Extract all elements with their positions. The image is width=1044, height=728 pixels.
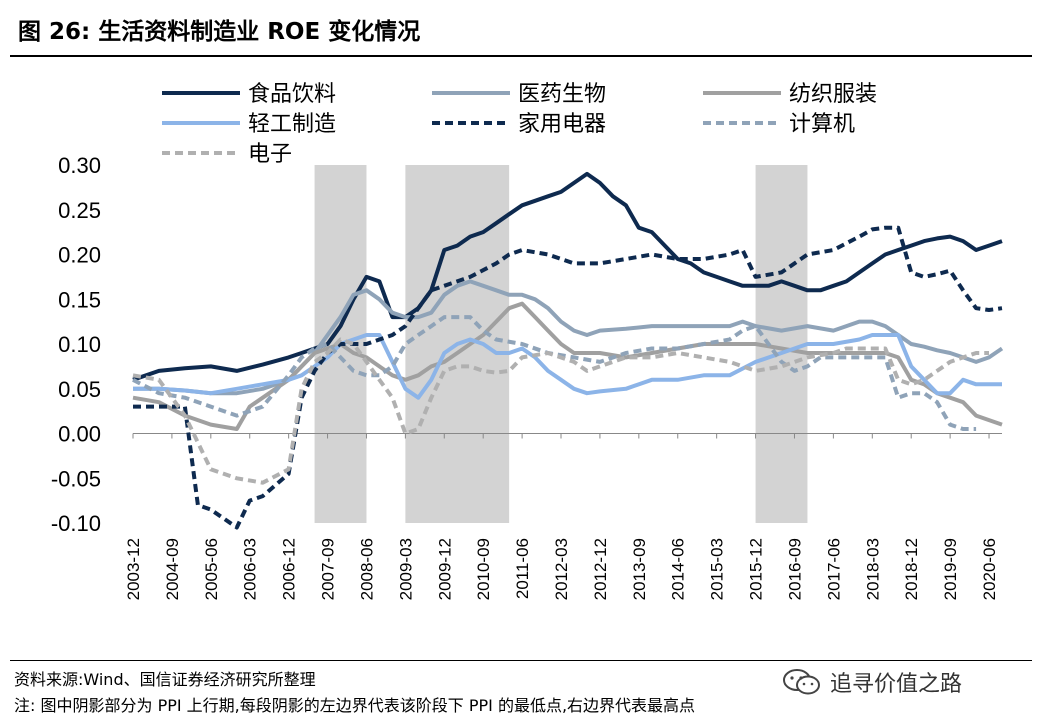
- x-tick-label: 2018-12: [902, 538, 921, 600]
- page-title: 图 26: 生活资料制造业 ROE 变化情况: [18, 19, 421, 45]
- footnote: 注: 图中阴影部分为 PPI 上行期,每段阴影的左边界代表该阶段下 PPI 的最…: [14, 696, 696, 715]
- x-tick-label: 2018-03: [863, 538, 882, 600]
- series-line-3: [132, 301, 1003, 431]
- x-tick-label: 2011-06: [513, 538, 532, 599]
- x-tick-label: 2008-06: [357, 538, 376, 600]
- x-tick-label: 2013-09: [630, 538, 649, 600]
- y-tick-label: 0.00: [58, 422, 101, 447]
- y-tick-label: 0.30: [58, 153, 101, 178]
- x-tick-label: 2006-12: [280, 538, 299, 600]
- title-divider: [10, 55, 1032, 57]
- x-tick-label: 2009-03: [396, 538, 415, 600]
- series-line-6: [132, 315, 977, 431]
- legend-label-7: 电子: [248, 142, 292, 167]
- wechat-icon: [783, 669, 820, 695]
- footer-divider: [10, 660, 1032, 661]
- x-tick-label: 2003-12: [124, 538, 143, 600]
- y-tick-label: 0.10: [58, 332, 101, 357]
- series-line-1: [132, 171, 1003, 382]
- y-tick-label: -0.05: [51, 466, 101, 491]
- series-line-7: [132, 337, 989, 485]
- x-tick-label: 2009-12: [435, 538, 454, 600]
- x-tick-label: 2006-03: [241, 538, 260, 600]
- x-tick-label: 2004-09: [163, 538, 182, 600]
- x-axis: 2003-12 2004-09 2005-06 2006-03 2006-12 2007-…: [124, 433, 1002, 600]
- series-line-2: [133, 279, 1004, 396]
- x-tick-label: 2012-03: [552, 538, 571, 600]
- x-tick-label: 2005-06: [202, 538, 221, 600]
- watermark: 追寻价值之路: [780, 666, 962, 698]
- legend-label-1: 食品饮料: [248, 82, 336, 107]
- legend-label-5: 家用电器: [518, 112, 606, 137]
- x-tick-label: 2017-06: [824, 538, 843, 600]
- y-tick-label: -0.10: [51, 511, 101, 536]
- roe-line-chart: 0.30 0.25 0.20 0.15 0.10 0.05 0.00 -0.05 -0.10 2…: [51, 82, 1004, 600]
- x-tick-label: 2019-09: [941, 538, 960, 600]
- y-tick-label: 0.25: [58, 198, 101, 223]
- y-axis: 0.30 0.25 0.20 0.15 0.10 0.05 0.00 -0.05 -0.10: [51, 153, 101, 536]
- y-tick-label: 0.05: [58, 377, 101, 402]
- x-tick-label: 2014-06: [669, 538, 688, 600]
- x-tick-label: 2010-09: [474, 538, 493, 600]
- y-tick-label: 0.20: [58, 243, 101, 268]
- legend-label-6: 计算机: [789, 112, 855, 137]
- x-tick-label: 2015-03: [708, 538, 727, 600]
- source-note: 资料来源:Wind、国信证券经济研究所整理: [14, 670, 316, 689]
- watermark-text: 追寻价值之路: [830, 672, 963, 697]
- x-tick-label: 2007-09: [319, 538, 338, 600]
- x-tick-label: 2020-06: [980, 538, 999, 600]
- series-lines: [132, 171, 1004, 530]
- x-tick-label: 2012-12: [591, 538, 610, 600]
- y-tick-label: 0.15: [58, 287, 101, 312]
- x-tick-label: 2015-12: [747, 538, 766, 600]
- legend-label-4: 轻工制造: [248, 112, 336, 137]
- x-tick-label: 2016-09: [785, 538, 804, 600]
- legend-label-3: 纺织服装: [789, 82, 877, 107]
- legend-label-2: 医药生物: [518, 82, 606, 107]
